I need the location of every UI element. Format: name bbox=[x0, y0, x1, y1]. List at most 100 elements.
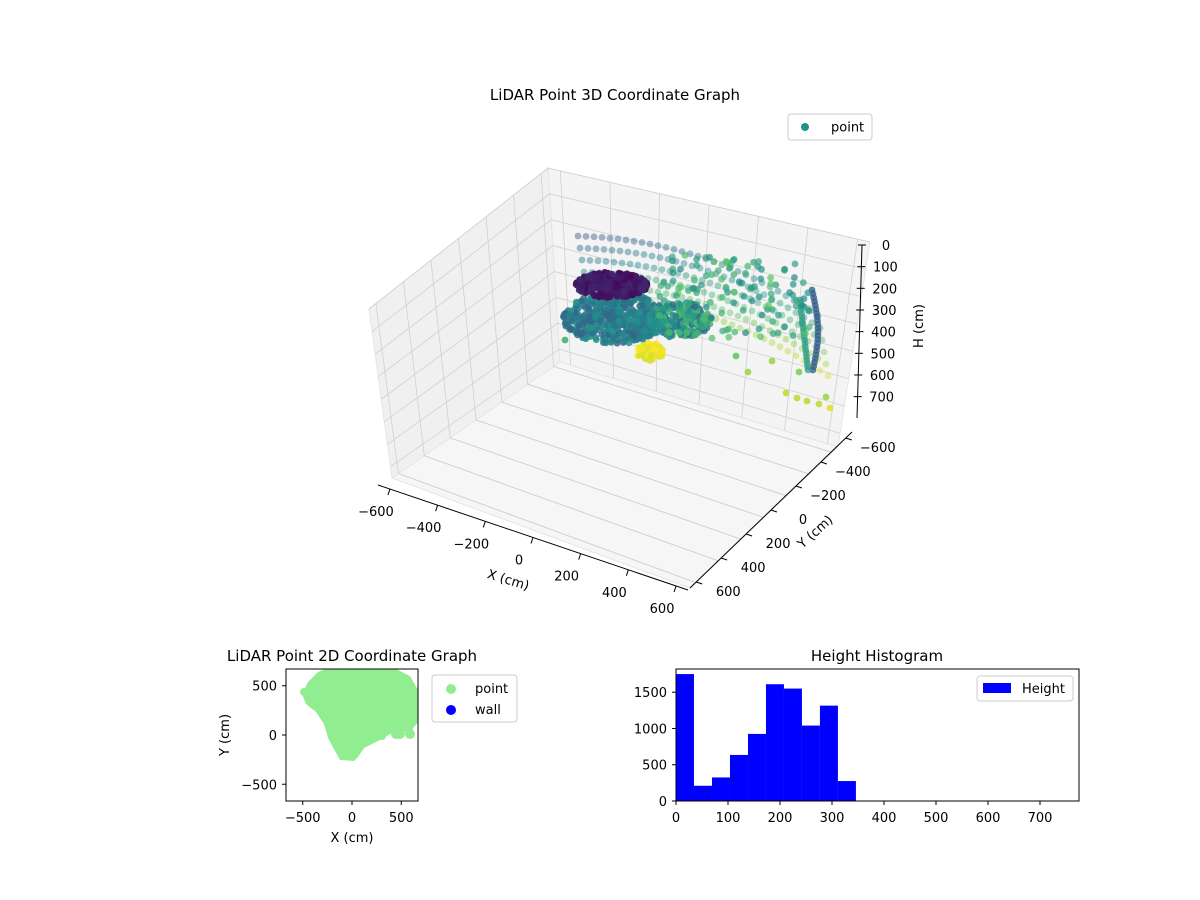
data-point bbox=[648, 252, 656, 260]
data-point bbox=[708, 334, 716, 342]
z-tick-label: 400 bbox=[871, 326, 896, 341]
z-tick-label: 500 bbox=[870, 347, 895, 362]
data-point bbox=[731, 328, 739, 336]
grid-3d bbox=[368, 167, 871, 583]
data-point bbox=[607, 300, 614, 308]
z-axis-label: H (cm) bbox=[912, 304, 927, 348]
data-point bbox=[592, 245, 600, 253]
data-point bbox=[772, 281, 780, 289]
data-point bbox=[580, 268, 588, 276]
data-point bbox=[638, 239, 646, 246]
data-point bbox=[586, 273, 594, 281]
x-tick-label: 600 bbox=[650, 602, 675, 617]
data-point bbox=[584, 304, 592, 312]
data-point bbox=[731, 288, 738, 296]
data-point bbox=[650, 323, 657, 330]
legend-2d-marker-point bbox=[446, 684, 456, 694]
data-point bbox=[702, 272, 710, 279]
data-point bbox=[626, 260, 634, 268]
data-point bbox=[707, 314, 715, 322]
histogram-bars bbox=[676, 674, 856, 801]
histogram-bar bbox=[711, 777, 730, 801]
data-point bbox=[677, 283, 685, 291]
data-point bbox=[719, 327, 726, 335]
data-point bbox=[639, 345, 646, 353]
data-point bbox=[646, 311, 654, 319]
data-point bbox=[774, 287, 782, 295]
data-point bbox=[656, 312, 663, 319]
data-point bbox=[678, 293, 686, 301]
z-tick-label: 600 bbox=[870, 369, 895, 384]
histogram-bar bbox=[783, 688, 802, 801]
data-point bbox=[789, 280, 797, 288]
data-point bbox=[651, 340, 659, 348]
data-point bbox=[614, 235, 622, 243]
data-point bbox=[730, 271, 738, 278]
data-point bbox=[732, 352, 740, 360]
y-axis-label-2d: Y (cm) bbox=[218, 714, 233, 757]
data-point bbox=[669, 277, 677, 285]
data-point bbox=[726, 309, 734, 317]
data-point bbox=[708, 271, 716, 279]
point-cloud-2d-body bbox=[302, 669, 418, 761]
data-point bbox=[805, 323, 813, 331]
data-point bbox=[700, 316, 708, 324]
data-point bbox=[586, 257, 594, 264]
data-point bbox=[619, 301, 627, 309]
data-point bbox=[594, 292, 601, 300]
data-point bbox=[602, 338, 609, 346]
x-tick-label: −600 bbox=[358, 505, 394, 520]
data-point bbox=[572, 298, 580, 306]
y-tick bbox=[845, 437, 852, 441]
data-point bbox=[724, 288, 731, 296]
data-point bbox=[576, 244, 584, 252]
data-point bbox=[591, 282, 599, 290]
x-tick-label: 0 bbox=[515, 554, 523, 569]
data-point bbox=[662, 290, 670, 297]
data-point bbox=[604, 285, 612, 292]
grid-line-z bbox=[390, 348, 841, 468]
x-tick-label: −400 bbox=[406, 521, 442, 536]
data-point bbox=[767, 280, 775, 288]
point-cluster bbox=[405, 729, 415, 739]
data-point bbox=[729, 257, 737, 264]
y-tick-label: 600 bbox=[716, 585, 741, 600]
data-point bbox=[774, 329, 782, 337]
y-tick-label-hist: 1500 bbox=[634, 686, 667, 701]
data-point bbox=[567, 325, 575, 333]
data-point bbox=[769, 330, 777, 337]
data-point bbox=[689, 312, 697, 320]
grid-line-y bbox=[424, 455, 719, 562]
x-tick bbox=[435, 505, 439, 512]
histogram-frame bbox=[675, 668, 1080, 802]
data-point bbox=[730, 299, 737, 307]
data-point bbox=[669, 257, 676, 265]
data-point bbox=[618, 330, 626, 337]
grid-line-x bbox=[430, 260, 451, 438]
point-cluster bbox=[300, 688, 308, 696]
data-point bbox=[608, 270, 616, 278]
z-tick-label: 0 bbox=[882, 239, 890, 254]
data-point bbox=[575, 322, 582, 330]
grid-line-y bbox=[501, 401, 787, 497]
data-point bbox=[792, 296, 800, 304]
grid-line-z bbox=[384, 296, 849, 422]
chart-3d-title: LiDAR Point 3D Coordinate Graph bbox=[490, 86, 740, 104]
data-point bbox=[734, 312, 742, 320]
grid-line-x bbox=[403, 281, 425, 456]
data-point bbox=[594, 326, 602, 334]
legend-histogram-box bbox=[976, 675, 1074, 702]
grid-line-y bbox=[475, 419, 765, 518]
y-tick-label: 200 bbox=[766, 537, 791, 552]
data-point bbox=[824, 372, 832, 380]
grid-line-y bbox=[559, 170, 572, 366]
data-point bbox=[681, 251, 689, 259]
data-point bbox=[754, 299, 762, 307]
data-point bbox=[822, 393, 830, 401]
data-point bbox=[603, 310, 611, 318]
data-point bbox=[669, 269, 677, 277]
data-point bbox=[627, 299, 635, 307]
grid-line-x bbox=[458, 238, 477, 421]
data-point bbox=[786, 289, 793, 296]
data-point bbox=[784, 304, 792, 312]
